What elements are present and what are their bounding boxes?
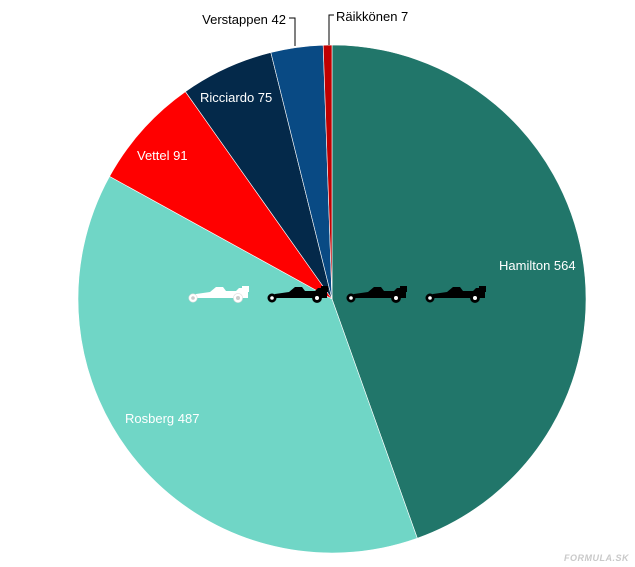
car-icons <box>176 286 486 303</box>
leader-line-raikkonen <box>328 14 334 45</box>
slice-label-ricciardo: Ricciardo 75 <box>200 90 272 105</box>
slice-label-verstappen: Verstappen 42 <box>202 12 286 27</box>
f1-car-icon <box>255 286 328 303</box>
f1-car-icon <box>176 286 249 303</box>
slice-label-hamilton: Hamilton 564 <box>499 258 576 273</box>
pie-slice-rosberg <box>77 175 418 554</box>
slice-label-raikkonen: Räikkönen 7 <box>336 9 408 24</box>
pie-slice-raikkonen <box>322 44 333 300</box>
slice-label-rosberg: Rosberg 487 <box>125 411 199 426</box>
pie-slices <box>77 44 587 554</box>
f1-car-icon <box>334 286 407 303</box>
slice-label-vettel: Vettel 91 <box>137 148 188 163</box>
pie-slice-vettel <box>109 91 333 300</box>
slice-labels: Hamilton 564 Rosberg 487 Vettel 91 Ricciard… <box>125 9 576 426</box>
leader-line-verstappen <box>289 17 296 46</box>
f1-car-icon <box>413 286 486 303</box>
label-leader-lines <box>289 14 334 46</box>
watermark: FORMULA.SK <box>564 553 629 563</box>
